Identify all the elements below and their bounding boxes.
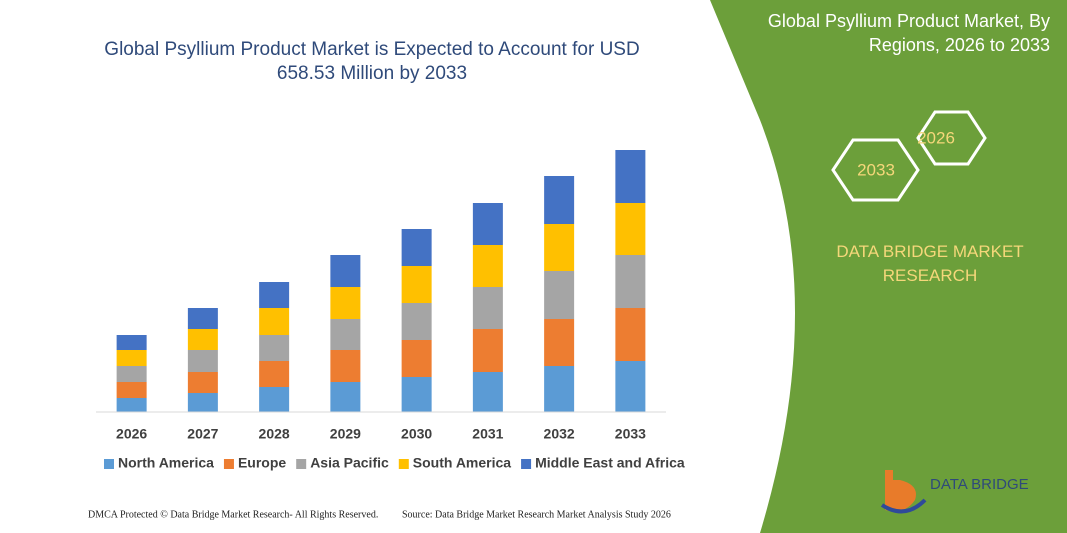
bar-segment [544,271,575,319]
logo: DATA BRIDGE [880,470,1029,514]
logo-mark [885,470,916,512]
bar-segment [330,319,361,350]
bar-segment [615,308,646,361]
bar-segment [116,382,147,398]
x-tick-label: 2027 [187,426,218,442]
legend-swatch [398,459,409,469]
bar-segment [330,382,361,412]
bar-segment [615,150,646,203]
bar-segment [116,350,147,366]
bar-segment [116,335,147,350]
bar-segment [116,398,147,412]
panel-title: Global Psyllium Product Market, By Region… [768,11,1050,55]
bar-segment [615,361,646,412]
bar-segment [615,203,646,255]
bar-segment [259,308,290,335]
bar-segment [401,340,432,377]
x-tick-label: 2030 [401,426,432,442]
bar-segment [544,319,575,366]
bar-segment [330,350,361,382]
bar-segment [187,393,218,412]
legend-swatch [521,459,532,469]
bar-segment [472,287,503,329]
bar-segment [259,282,290,308]
logo-swoosh [880,498,927,514]
bar-segment [615,255,646,308]
legend-swatch [104,459,114,469]
hex-label: 2026 [917,128,955,147]
bar-segment [187,329,218,350]
bar-segment [401,229,432,266]
legend-label: Asia Pacific [310,455,389,471]
bar-segment [544,366,575,412]
legend-label: North America [118,455,214,471]
green-panel [710,0,1067,533]
bar-segment [259,361,290,387]
x-tick-label: 2033 [615,426,646,442]
bar-segment [472,329,503,372]
footer-right: Source: Data Bridge Market Research Mark… [402,509,671,520]
x-tick-label: 2032 [544,426,575,442]
bar-segment [544,224,575,271]
x-tick-label: 2026 [116,426,147,442]
bar-segment [187,350,218,372]
footer-left: DMCA Protected © Data Bridge Market Rese… [88,509,378,520]
legend-swatch [296,459,307,469]
bar-segment [259,387,290,412]
legend-label: Middle East and Africa [535,455,685,471]
logo-text: DATA BRIDGE [930,476,1029,493]
hex-label: 2033 [857,160,895,179]
bar-segment [259,335,290,361]
bar-segment [401,377,432,412]
bar-segment [544,176,575,224]
bar-segment [116,366,147,382]
hexagon [916,110,987,166]
bar-segment [472,245,503,287]
bar-segment [401,303,432,340]
bar-segment [187,372,218,393]
x-tick-label: 2028 [259,426,290,442]
hexagon [831,138,920,202]
bar-segment [187,308,218,329]
legend-swatch [223,459,234,469]
bar-segment [472,372,503,412]
bar-segment [330,287,361,319]
x-tick-label: 2029 [330,426,361,442]
chart-title: Global Psyllium Product Market is Expect… [104,39,639,84]
legend-label: South America [413,455,511,471]
bar-segment [401,266,432,303]
x-tick-label: 2031 [472,426,503,442]
bar-segment [330,255,361,287]
brand: DATA BRIDGE MARKET RESEARCH [836,242,1023,285]
bar-segment [472,203,503,245]
legend-label: Europe [238,455,286,471]
